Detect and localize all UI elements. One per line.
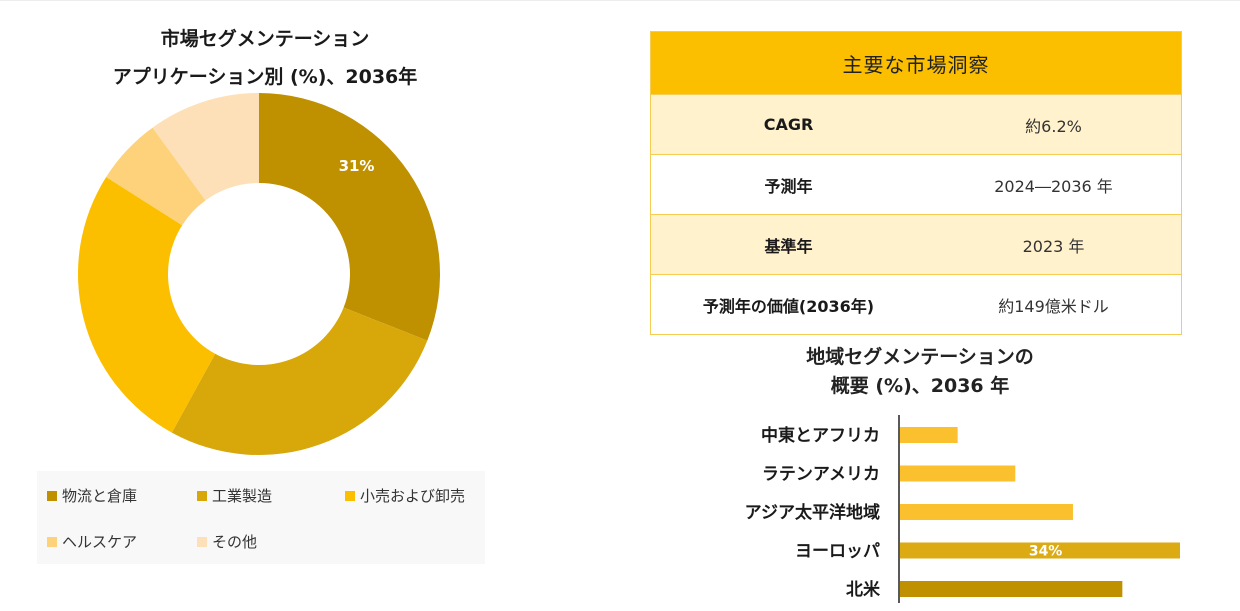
market-insights-table: 主要な市場洞察 CAGR 約6.2% 予測年 2024―2036 年 基準年 2… (650, 31, 1182, 335)
insights-value: 2024―2036 年 (994, 176, 1113, 196)
donut-slice (152, 93, 259, 201)
legend-label: 小売および卸売 (360, 487, 466, 505)
pie-legend: 物流と倉庫 工業製造 小売および卸売ヘルスケア その他 (37, 471, 485, 564)
legend-swatch (47, 536, 57, 547)
insights-value: 約6.2% (1025, 116, 1082, 136)
legend-label: ヘルスケア (62, 533, 138, 551)
legend-item: 物流と倉庫 (47, 485, 137, 506)
legend-label: 物流と倉庫 (62, 487, 138, 505)
bar (900, 504, 1073, 520)
legend-item: 工業製造 (197, 485, 272, 506)
bar-category-label: ヨーロッパ (795, 542, 880, 562)
insights-row: 予測年の価値(2036年) 約149億米ドル (651, 274, 1181, 334)
bar (900, 465, 1016, 482)
bar-category-label: ラテンアメリカ (762, 465, 880, 485)
donut-slice (171, 307, 428, 455)
insights-label: 予測年の価値(2036年) (702, 296, 875, 316)
bar (900, 542, 1180, 559)
donut-slice (259, 93, 441, 341)
legend-item: その他 (197, 531, 257, 552)
insights-row: CAGR 約6.2% (651, 94, 1181, 154)
donut-data-label: 31% (339, 157, 375, 175)
insights-value: 約149億米ドル (998, 296, 1109, 316)
legend-label: 工業製造 (212, 487, 273, 505)
insights-value: 2023 年 (1022, 236, 1085, 256)
legend-swatch (197, 490, 207, 501)
legend-swatch (47, 490, 57, 501)
bar-data-label: 34% (1029, 544, 1063, 560)
insights-header: 主要な市場洞察 (651, 32, 1181, 94)
donut-slice (78, 177, 216, 433)
pie-title-line2: アプリケーション別 (%)、2036年 (112, 66, 418, 88)
legend-item: 小売および卸売 (345, 485, 465, 506)
donut-slice (106, 127, 206, 226)
bar-category-label: 北米 (846, 579, 881, 600)
bar-title-line1: 地域セグメンテーションの (806, 346, 1034, 368)
pie-title-line1: 市場セグメンテーション (160, 28, 370, 50)
bar-category-label: 中東とアフリカ (761, 425, 880, 446)
insights-label: CAGR (763, 115, 814, 134)
legend-item: ヘルスケア (47, 531, 137, 552)
bar (900, 427, 958, 443)
insights-label: 基準年 (764, 236, 813, 256)
insights-row: 基準年 2023 年 (651, 214, 1181, 274)
insights-row: 予測年 2024―2036 年 (651, 154, 1181, 214)
legend-swatch (345, 490, 355, 501)
bar (900, 581, 1123, 597)
bar-category-label: アジア太平洋地域 (745, 502, 880, 523)
legend-swatch (197, 536, 207, 547)
top-divider (0, 0, 1240, 1)
bar-chart-title: 地域セグメンテーションの 概要 (%)、2036 年 (720, 343, 1120, 401)
pie-chart-title: 市場セグメンテーション アプリケーション別 (%)、2036年 (60, 20, 470, 96)
insights-label: 予測年 (764, 176, 813, 196)
bar-title-line2: 概要 (%)、2036 年 (830, 375, 1010, 397)
legend-label: その他 (212, 533, 258, 551)
donut-chart: 31% (78, 93, 441, 455)
